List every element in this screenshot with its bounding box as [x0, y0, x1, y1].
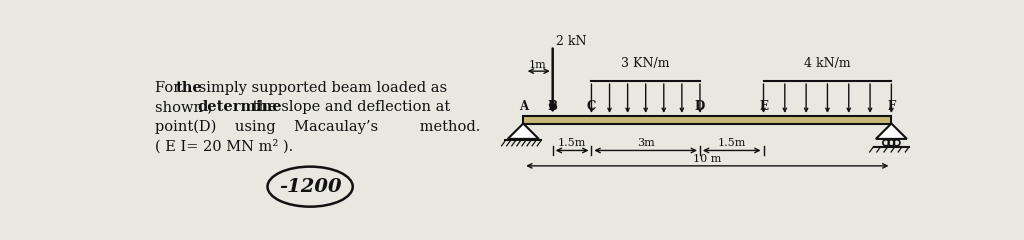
Polygon shape [508, 124, 539, 139]
Text: 4 kN/m: 4 kN/m [804, 57, 851, 70]
Text: shown ,: shown , [155, 100, 217, 114]
Polygon shape [876, 124, 907, 139]
Text: ( E I= 20 MN m² ).: ( E I= 20 MN m² ). [155, 139, 293, 153]
Text: simply supported beam loaded as: simply supported beam loaded as [194, 81, 447, 95]
Text: 2 kN: 2 kN [556, 35, 587, 48]
Text: 1.5m: 1.5m [718, 138, 745, 148]
Text: the: the [175, 81, 202, 95]
Text: F: F [887, 101, 896, 114]
Text: B: B [548, 101, 558, 114]
Text: 10 m: 10 m [693, 154, 722, 163]
Text: 3 KN/m: 3 KN/m [622, 57, 670, 70]
Text: E: E [759, 101, 768, 114]
Text: For: For [155, 81, 185, 95]
Text: A: A [519, 101, 527, 114]
Text: D: D [695, 101, 706, 114]
Text: C: C [587, 101, 596, 114]
Text: point(D)    using    Macaulay’s         method.: point(D) using Macaulay’s method. [155, 120, 480, 134]
Text: -1200: -1200 [279, 178, 341, 196]
Text: 3m: 3m [637, 138, 654, 148]
Text: 1.5m: 1.5m [558, 138, 587, 148]
Text: 1m: 1m [529, 60, 547, 70]
Bar [523, 116, 891, 124]
Text: determine: determine [197, 100, 282, 114]
Text: the slope and deflection at: the slope and deflection at [248, 100, 451, 114]
